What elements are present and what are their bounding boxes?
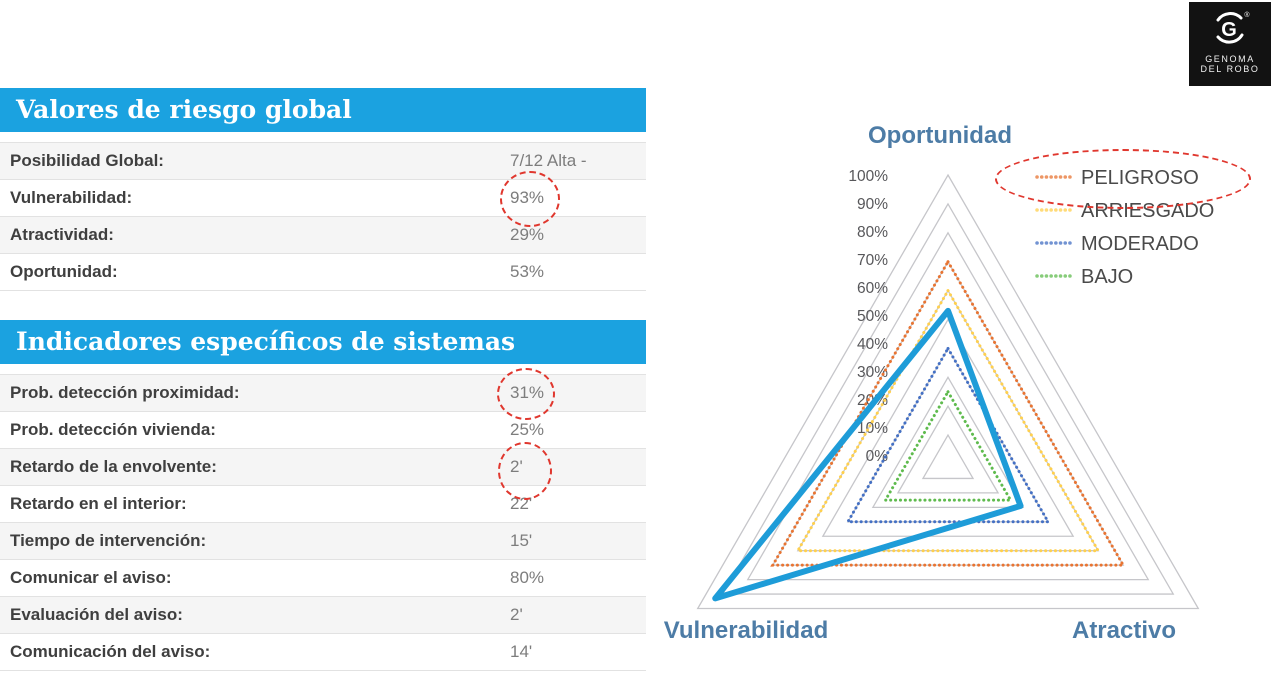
tick-label-50%: 50% [857,308,888,325]
axis-label-Vulnerabilidad: Vulnerabilidad [664,617,828,644]
legend-label-PELIGROSO: PELIGROSO [1081,167,1199,189]
axis-label-Atractivo: Atractivo [1072,617,1176,644]
row-value: 2' [510,605,523,624]
tick-label-90%: 90% [857,196,888,213]
gridline-80 [746,231,1150,581]
row-label: Atractividad: [10,225,114,244]
series-MODERADO [845,345,1051,524]
row-value: 53% [510,262,545,281]
row-label: Prob. detección vivienda: [10,420,216,439]
table-row[interactable]: Evaluación del aviso: 2' [0,597,646,634]
row-label: Comunicación del aviso: [10,642,211,661]
gridline-70 [771,260,1125,566]
genoma-del-robo-logo: G ® GENOMA DEL ROBO [1189,2,1271,86]
gridline-90 [721,202,1175,595]
row-value: 31% [510,383,545,402]
row-label: Posibilidad Global: [10,151,164,170]
global-risk-table-rows: Posibilidad Global: 7/12 Alta - Vulnerab… [0,142,646,291]
row-value: 93% [510,188,545,207]
table-row[interactable]: Tiempo de intervención: 15' [0,523,646,560]
row-label: Tiempo de intervención: [10,531,207,550]
gridline-50 [821,318,1075,537]
global-risk-table-title: Valores de riesgo global [0,88,646,132]
series-Valores actuales [712,307,1024,602]
row-value: 7/12 Alta - [510,151,587,170]
table-row[interactable]: Posibilidad Global: 7/12 Alta - [0,143,646,180]
series-ARRIESGADO [795,287,1101,553]
row-value: 25% [510,420,545,439]
tick-label-70%: 70% [857,252,888,269]
logo-letter: G [1221,19,1237,41]
legend-label-BAJO: BAJO [1081,266,1133,288]
table-row[interactable]: Oportunidad: 53% [0,254,646,291]
tick-label-30%: 30% [857,364,888,381]
row-value: 2' [510,457,523,476]
gridline-100 [696,173,1200,610]
axis-label-Oportunidad: Oportunidad [868,122,1012,149]
table-row[interactable]: Atractividad: 29% [0,217,646,254]
systems-indicators-table: Indicadores específicos de sistemas Prob… [0,320,646,671]
legend-label-ARRIESGADO: ARRIESGADO [1081,200,1214,222]
legend-label-MODERADO: MODERADO [1081,233,1199,255]
row-label: Evaluación del aviso: [10,605,183,624]
gridline-10 [921,433,975,480]
tick-label-100%: 100% [848,168,888,185]
table-row[interactable]: Prob. detección proximidad: 31% [0,375,646,412]
row-label: Retardo de la envolvente: [10,457,217,476]
row-value: 15' [510,531,533,550]
gridline-60 [796,289,1100,552]
table-row[interactable]: Vulnerabilidad: 93% [0,180,646,217]
series-PELIGROSO [770,258,1126,567]
gridline-20 [896,404,1000,494]
row-label: Retardo en el interior: [10,494,187,513]
row-label: Comunicar el aviso: [10,568,172,587]
logo-text-line1: GENOMA [1205,54,1255,64]
tick-label-80%: 80% [857,224,888,241]
logo-text-line2: DEL ROBO [1200,64,1260,74]
logo-g-emblem: G ® [1216,11,1250,44]
registered-mark: ® [1244,11,1250,19]
row-label: Vulnerabilidad: [10,188,133,207]
gridline-30 [871,375,1025,509]
tick-label-60%: 60% [857,280,888,297]
systems-indicators-table-title: Indicadores específicos de sistemas [0,320,646,364]
table-row[interactable]: Comunicar el aviso: 80% [0,560,646,597]
row-label: Oportunidad: [10,262,118,281]
table-row[interactable]: Retardo en el interior: 22' [0,486,646,523]
row-value: 14' [510,642,533,661]
table-row[interactable]: Comunicación del aviso: 14' [0,634,646,671]
global-risk-table: Valores de riesgo global Posibilidad Glo… [0,88,646,291]
table-row[interactable]: Retardo de la envolvente: 2' [0,449,646,486]
systems-indicators-table-rows: Prob. detección proximidad: 31% Prob. de… [0,374,646,671]
row-value: 29% [510,225,545,244]
row-value: 80% [510,568,545,587]
row-label: Prob. detección proximidad: [10,383,240,402]
series-BAJO [882,388,1014,502]
tick-label-10%: 10% [857,420,888,437]
tick-label-40%: 40% [857,336,888,353]
